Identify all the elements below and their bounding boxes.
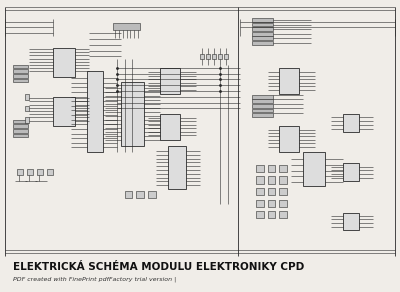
Bar — [280, 199, 287, 207]
Bar — [256, 176, 264, 184]
Bar — [53, 97, 75, 126]
Bar — [124, 191, 132, 198]
Bar — [280, 165, 287, 172]
Bar — [120, 82, 144, 146]
Bar — [25, 117, 29, 123]
Bar — [252, 100, 274, 103]
Bar — [113, 23, 140, 30]
Bar — [13, 133, 28, 137]
Bar — [252, 104, 274, 108]
Bar — [303, 152, 325, 187]
Bar — [256, 211, 264, 218]
Bar — [13, 69, 28, 73]
Bar — [27, 169, 33, 175]
Bar — [252, 22, 274, 26]
Bar — [224, 54, 228, 59]
Bar — [252, 18, 274, 22]
Bar — [280, 211, 287, 218]
Bar — [13, 124, 28, 128]
Bar — [252, 109, 274, 112]
Bar — [343, 213, 359, 230]
Bar — [13, 79, 28, 82]
Bar — [148, 191, 156, 198]
Bar — [343, 163, 359, 181]
Bar — [252, 36, 274, 40]
Text: ELEKTRICKÁ SCHÉMA MODULU ELEKTRONIKY CPD: ELEKTRICKÁ SCHÉMA MODULU ELEKTRONIKY CPD — [13, 262, 304, 272]
Bar — [13, 129, 28, 133]
Bar — [160, 114, 180, 140]
Bar — [252, 32, 274, 36]
Bar — [252, 27, 274, 31]
Bar — [13, 65, 28, 69]
Bar — [47, 169, 53, 175]
Bar — [343, 114, 359, 131]
Bar — [252, 41, 274, 45]
Bar — [256, 165, 264, 172]
Bar — [280, 68, 299, 94]
Bar — [160, 68, 180, 94]
Bar — [87, 71, 103, 152]
Bar — [13, 74, 28, 78]
Bar — [280, 126, 299, 152]
Bar — [13, 120, 28, 124]
Bar — [268, 199, 276, 207]
Bar — [268, 188, 276, 195]
Bar — [268, 176, 276, 184]
Bar — [25, 94, 29, 100]
Bar — [25, 105, 29, 111]
Bar — [256, 188, 264, 195]
Bar — [206, 54, 210, 59]
Bar — [252, 95, 274, 99]
Bar — [268, 211, 276, 218]
Text: PDF created with FinePrint pdfFactory trial version |: PDF created with FinePrint pdfFactory tr… — [13, 277, 176, 282]
Bar — [37, 169, 43, 175]
Bar — [17, 169, 23, 175]
Bar — [280, 188, 287, 195]
Bar — [268, 165, 276, 172]
Bar — [218, 54, 222, 59]
Bar — [200, 54, 204, 59]
Bar — [252, 113, 274, 117]
Bar — [53, 48, 75, 77]
Bar — [256, 199, 264, 207]
Bar — [168, 146, 186, 190]
Bar — [212, 54, 216, 59]
Bar — [136, 191, 144, 198]
Bar — [280, 176, 287, 184]
